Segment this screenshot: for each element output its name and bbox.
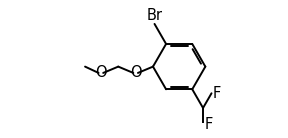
Text: F: F <box>213 86 221 101</box>
Text: O: O <box>95 65 107 80</box>
Text: F: F <box>204 117 213 132</box>
Text: Br: Br <box>147 8 162 23</box>
Text: O: O <box>130 65 141 80</box>
